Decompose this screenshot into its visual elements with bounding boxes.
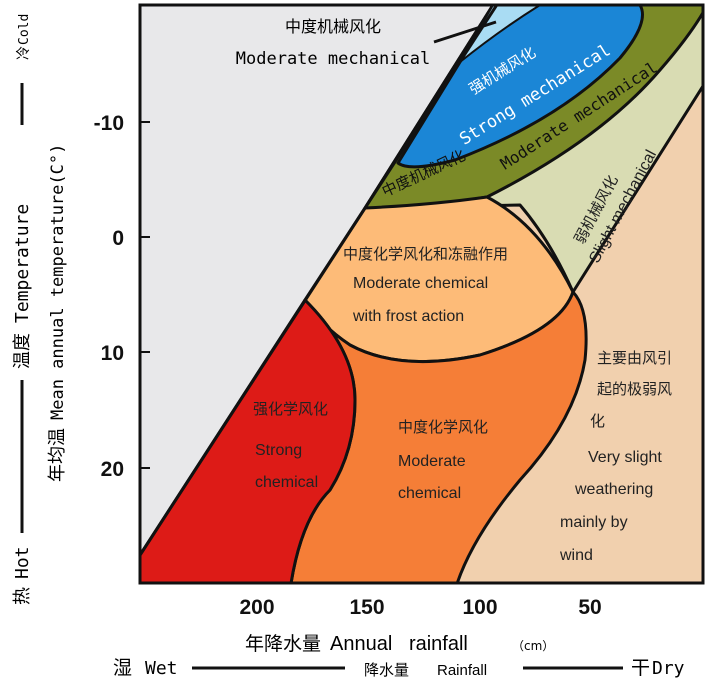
moderate-chemical-zh: 中度化学风化 [398,418,488,436]
strong-chemical-en2: chemical [255,474,318,491]
strong-mechanical-region [396,5,644,169]
very-slight-zh2: 起的极弱风 [597,380,672,398]
very-slight-zh3: 化 [590,412,605,430]
strong-chemical-en1: Strong [255,442,302,459]
wet-zh-label: 湿 [113,657,132,679]
y-tick-label: 20 [101,458,124,481]
hot-zh-label: 热 [12,587,33,605]
y-tick-label: 10 [101,342,124,365]
callout-label-zh: 中度机械风化 [285,17,381,36]
x-tick-label: 200 [239,596,274,619]
rainfall-zh-label: 降水量 [364,661,409,679]
y-axis-title: 年均温 Mean annual temperature(C°) [47,144,68,482]
very-slight-zh1: 主要由风引 [597,349,672,367]
rainfall-label: Rainfall [437,662,487,679]
y-tick-label: 0 [112,227,124,250]
moderate-chemical-en2: chemical [398,485,461,502]
y-axis: -10 0 10 20 [94,112,150,481]
cold-zh-label: 冷 [16,46,32,60]
temperature-label: Temperature [12,204,33,323]
very-slight-en2: weathering [574,481,653,498]
x-tick-label: 150 [349,596,384,619]
x-axis-unit: （cm） [512,639,554,653]
dry-label: Dry [652,658,685,679]
strong-chemical-zh: 强化学风化 [253,400,328,418]
very-slight-en1: Very slight [588,449,662,466]
frost-label-en1: Moderate chemical [353,275,488,292]
wet-label: Wet [145,658,178,679]
y-axis-outer-label: 热 Hot 温度 Temperature 冷 Cold [12,14,33,605]
callout-line [433,20,497,44]
frost-label-zh: 中度化学风化和冻融作用 [343,245,508,263]
strong-chemical-region [140,298,357,583]
y-axis-title-zh: 年均温 [47,428,68,482]
cold-label: Cold [17,14,32,45]
y-axis-title-en: Mean annual temperature(C°) [48,144,68,420]
x-axis-title-zh: 年降水量 [245,633,321,655]
x-tick-label: 100 [462,596,497,619]
temperature-zh-label: 温度 [12,333,33,369]
dry-zh-label: 干 [631,657,650,679]
y-tick-label: -10 [94,112,124,135]
hot-label: Hot [12,546,33,579]
x-axis: 200 150 100 50 [239,596,601,619]
x-tick-label: 50 [578,596,601,619]
frost-label-en2: with frost action [352,308,464,325]
moderate-chemical-en1: Moderate [398,453,466,470]
plot-frame [138,3,705,585]
diagonal-boundary [140,5,499,556]
very-slight-en3: mainly by [560,514,628,531]
x-axis-title-en: Annual rainfall [330,633,468,655]
callout-label-en: Moderate mechanical [236,49,430,69]
very-slight-en4: wind [559,547,593,564]
